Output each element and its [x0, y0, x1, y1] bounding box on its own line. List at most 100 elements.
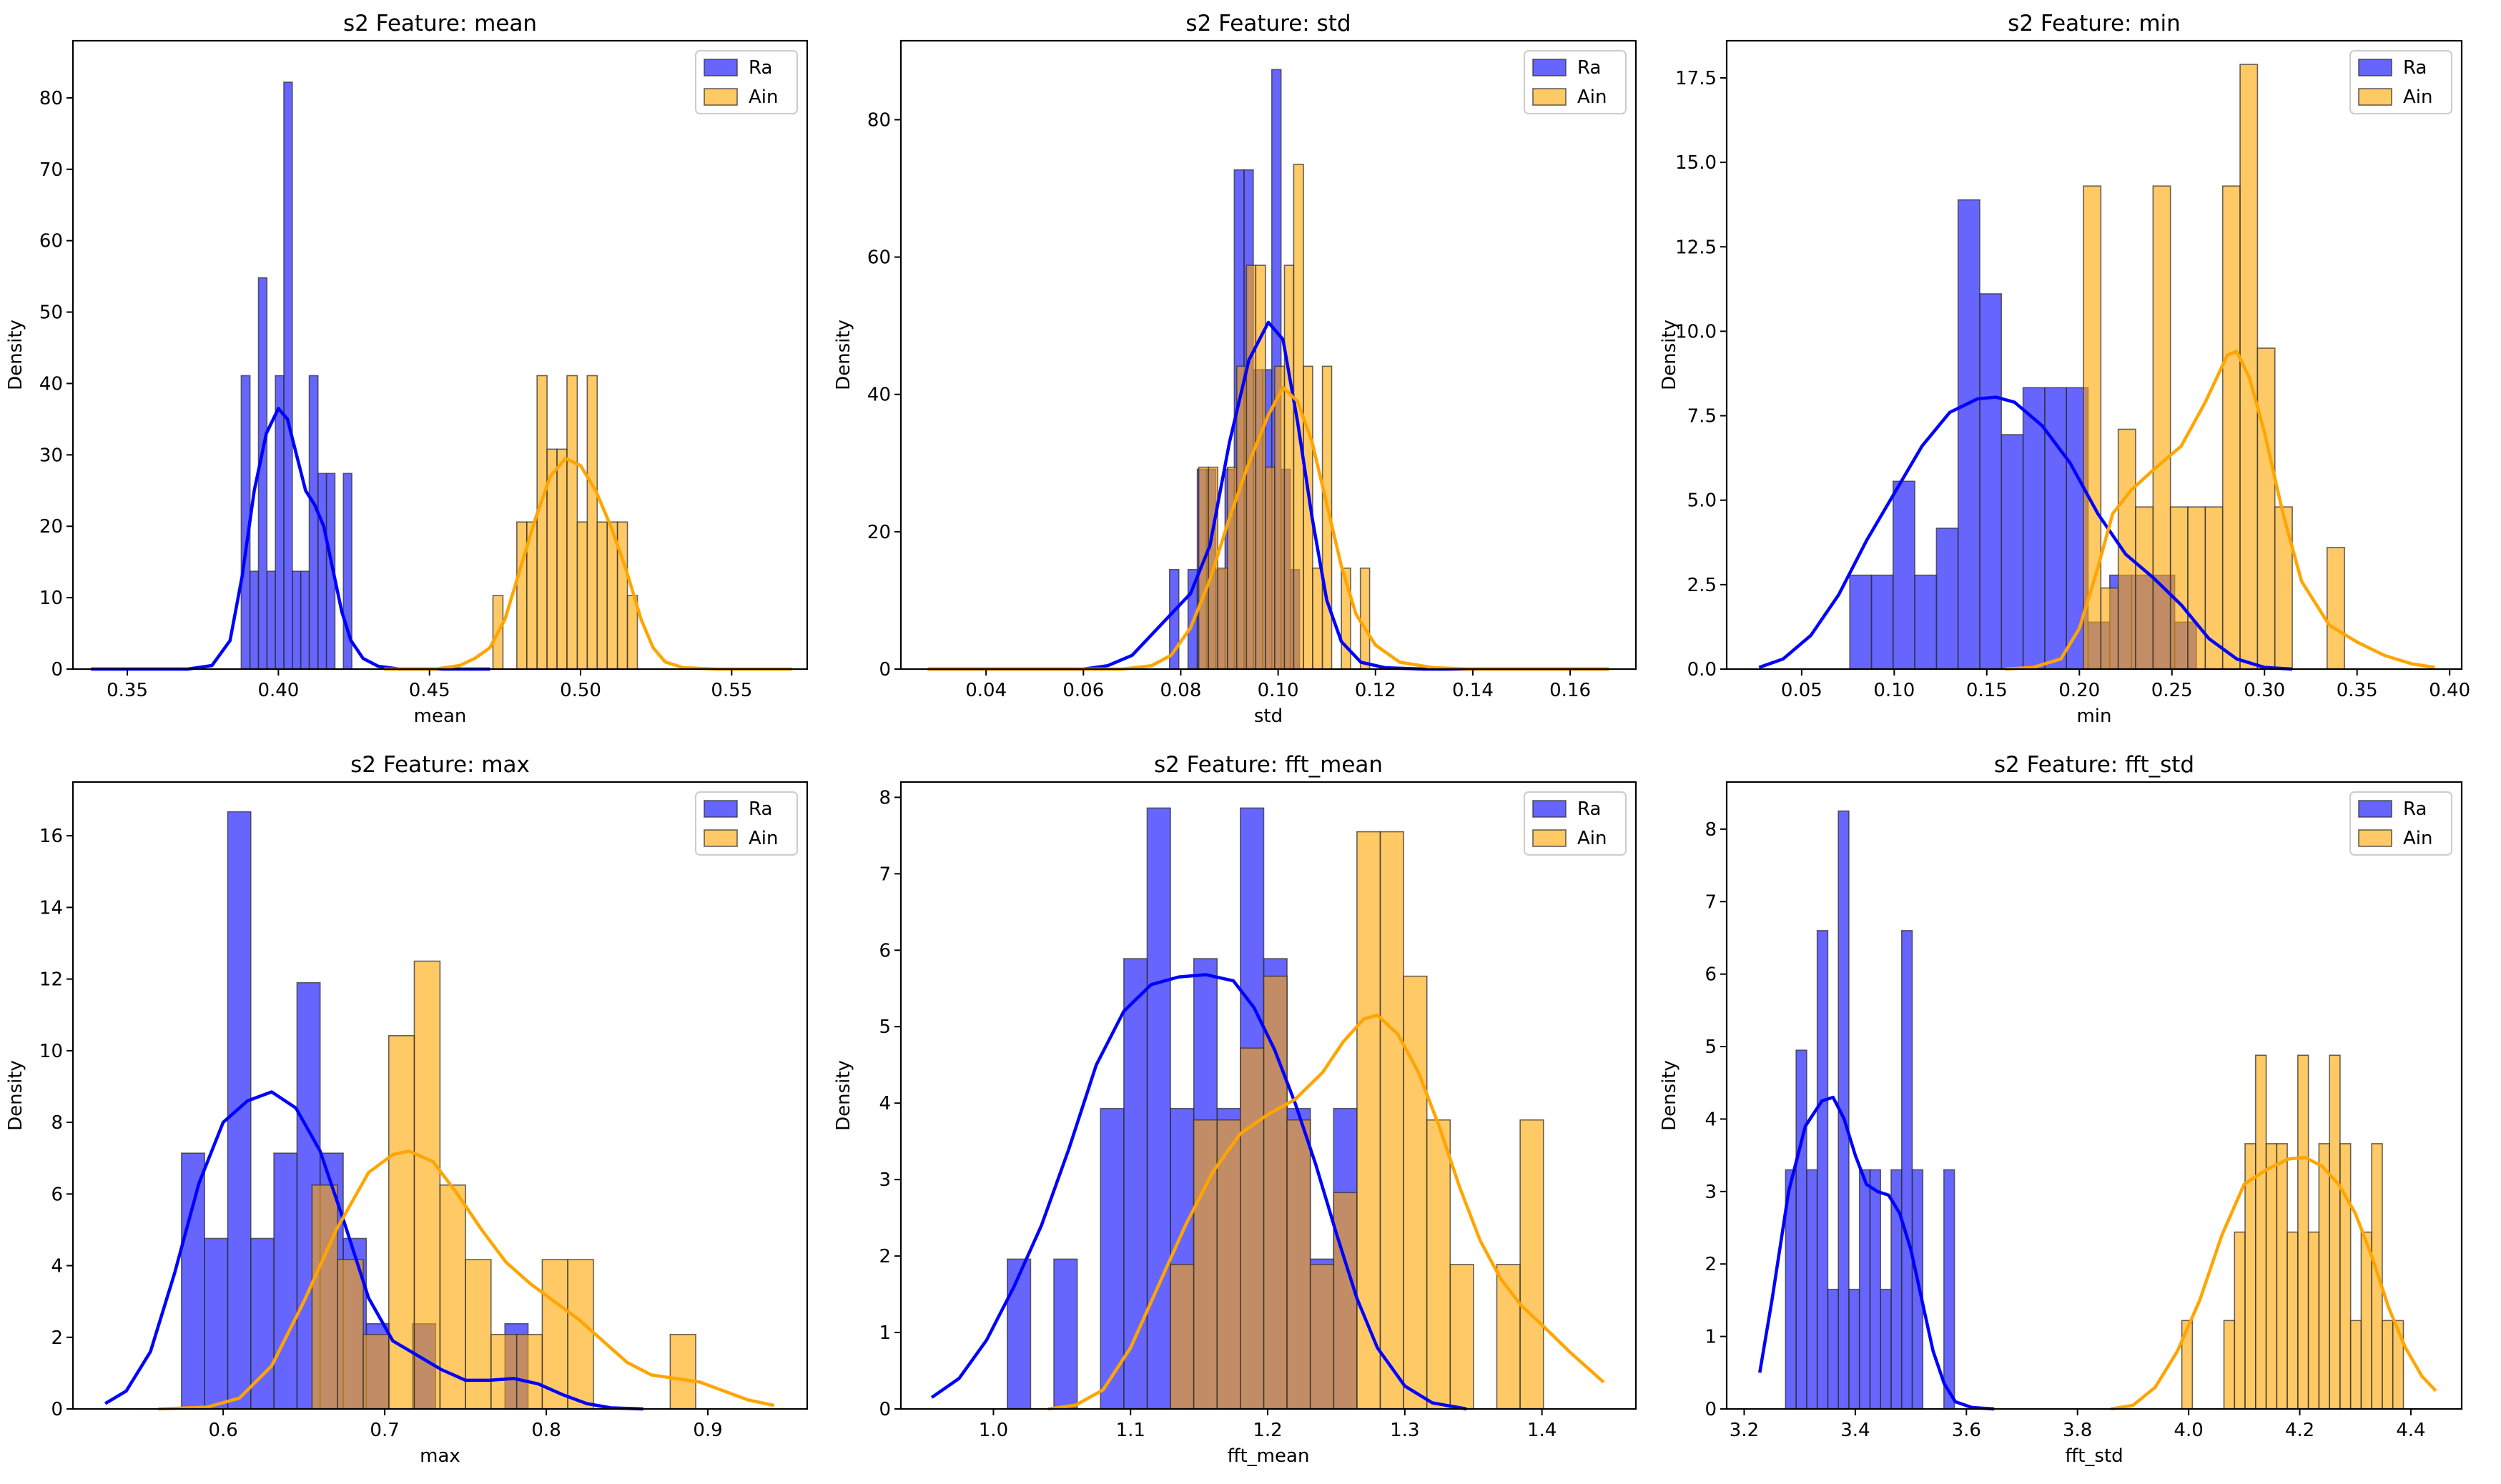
- histogram-bar: [616, 521, 628, 670]
- y-axis-label: Density: [833, 320, 854, 390]
- legend-swatch-ra: [1532, 59, 1567, 76]
- x-tick-label: 0.25: [2151, 680, 2193, 701]
- plot-frame: [71, 39, 809, 671]
- y-tick-label: 0.0: [1687, 659, 1717, 681]
- x-tick-label: 0.6: [208, 1420, 237, 1441]
- histogram-bar: [1880, 1288, 1892, 1410]
- x-tick-label: 0.15: [1966, 680, 2008, 701]
- histogram-bar: [2022, 387, 2046, 670]
- x-tick-label: 1.0: [979, 1420, 1008, 1441]
- x-tick-label: 3.8: [2063, 1420, 2092, 1441]
- y-tick-label: 12.5: [1675, 237, 1717, 258]
- histogram-bar: [2256, 347, 2276, 670]
- histogram-bar: [2001, 434, 2024, 670]
- chart-title: s2 Feature: mean: [343, 11, 537, 36]
- histogram-bar: [2297, 1054, 2309, 1410]
- chart-title: s2 Feature: min: [2008, 11, 2181, 36]
- x-tick-label: 4.4: [2396, 1420, 2425, 1441]
- y-tick-label: 40: [39, 373, 63, 395]
- histogram-bar: [1283, 264, 1295, 670]
- x-axis-label: max: [420, 1445, 460, 1467]
- histogram-bar: [275, 375, 285, 670]
- x-tick-label: 3.4: [1840, 1420, 1870, 1441]
- histogram-bar: [227, 811, 252, 1410]
- histogram-bar: [1870, 574, 1894, 670]
- histogram-bar: [2339, 1143, 2352, 1410]
- chart-panel-4: 0.6 0.7 0.8 0.9 0 2 4 6 8 10 12 14 16 s2 Feature: max…: [5, 752, 809, 1467]
- histogram-bar: [1869, 1169, 1882, 1410]
- histogram-bar: [1193, 1119, 1218, 1410]
- kde-line-ra: [1758, 1095, 1995, 1411]
- x-tick-label: 0.20: [2058, 680, 2100, 701]
- legend-swatch-ra: [2358, 59, 2392, 76]
- x-axis-label: std: [1254, 706, 1283, 727]
- histogram-bar: [2044, 387, 2067, 670]
- plot-frame: [1725, 39, 2463, 671]
- histogram-bar: [2265, 1143, 2278, 1410]
- x-tick-label: 1.2: [1253, 1420, 1282, 1441]
- histogram-bar: [1286, 1119, 1311, 1410]
- y-tick-label: 1: [1705, 1327, 1717, 1348]
- legend-label-ain: Ain: [1577, 86, 1607, 108]
- y-tick-label: 2.5: [1687, 575, 1717, 596]
- histogram-bar: [1858, 1169, 1871, 1410]
- histogram-bar: [1146, 807, 1171, 1410]
- kde-line-ain: [1047, 1013, 1605, 1411]
- legend-swatch-ain: [704, 88, 738, 106]
- histogram-bar: [1806, 1169, 1818, 1410]
- x-tick-label: 0.04: [965, 680, 1007, 701]
- histogram-bar: [2329, 1054, 2341, 1410]
- x-tick-label: 0.7: [370, 1420, 399, 1441]
- histogram-bar: [1827, 1288, 1839, 1410]
- histogram-bar: [2234, 1231, 2246, 1410]
- chart-title: s2 Feature: fft_mean: [1154, 752, 1383, 778]
- histogram-bar: [1356, 831, 1381, 1410]
- y-axis-label: Density: [1659, 1060, 1680, 1131]
- histogram-bar: [1379, 831, 1404, 1410]
- y-tick-label: 60: [867, 247, 891, 269]
- kde-line-ain: [158, 1149, 775, 1411]
- y-axis-label: Density: [833, 1060, 854, 1131]
- y-tick-label: 6: [879, 940, 891, 961]
- legend-label-ra: Ra: [1577, 57, 1601, 79]
- series-ain: [2181, 1054, 2404, 1410]
- x-tick-label: 0.16: [1549, 680, 1591, 701]
- x-tick-label: 0.8: [531, 1420, 561, 1441]
- legend: Ra Ain: [1524, 50, 1627, 114]
- histogram-bar: [1100, 1107, 1125, 1410]
- y-tick-label: 10.0: [1675, 321, 1717, 342]
- histogram-bar: [413, 960, 441, 1410]
- x-axis-label: fft_std: [2065, 1445, 2123, 1467]
- y-tick-label: 80: [39, 88, 63, 109]
- x-tick-label: 0.10: [1873, 680, 1915, 701]
- histogram-bar: [586, 375, 598, 670]
- histogram-bar: [308, 375, 319, 670]
- x-tick-label: 1.4: [1527, 1420, 1557, 1441]
- x-tick-label: 0.10: [1258, 680, 1299, 701]
- legend-label-ra: Ra: [749, 57, 772, 79]
- y-tick-label: 5: [1705, 1037, 1717, 1058]
- series-ain: [1198, 164, 1371, 670]
- y-tick-label: 1: [879, 1322, 891, 1344]
- histogram-bar: [1449, 1264, 1474, 1410]
- x-tick-label: 0.35: [2337, 680, 2378, 701]
- histogram-bar: [1900, 930, 1913, 1410]
- histogram-bar: [204, 1237, 229, 1410]
- y-tick-label: 40: [867, 385, 891, 406]
- histogram-bar: [1943, 1169, 1955, 1410]
- histogram-bar: [273, 1152, 298, 1410]
- legend: Ra Ain: [2349, 791, 2452, 856]
- legend-label-ra: Ra: [1577, 798, 1601, 820]
- y-tick-label: 12: [39, 969, 63, 991]
- histogram-bar: [1892, 480, 1915, 670]
- histogram-bar: [2349, 1320, 2362, 1410]
- series-ain: [1170, 831, 1544, 1410]
- legend-swatch-ra: [704, 59, 738, 76]
- kde-line-ra: [1758, 395, 2293, 671]
- legend-label-ra: Ra: [749, 798, 772, 820]
- legend-swatch-ra: [1532, 800, 1567, 818]
- y-tick-label: 17.5: [1675, 68, 1717, 89]
- histogram-bar: [1123, 958, 1148, 1410]
- histogram-bar: [2326, 547, 2345, 670]
- y-tick-label: 20: [39, 516, 63, 538]
